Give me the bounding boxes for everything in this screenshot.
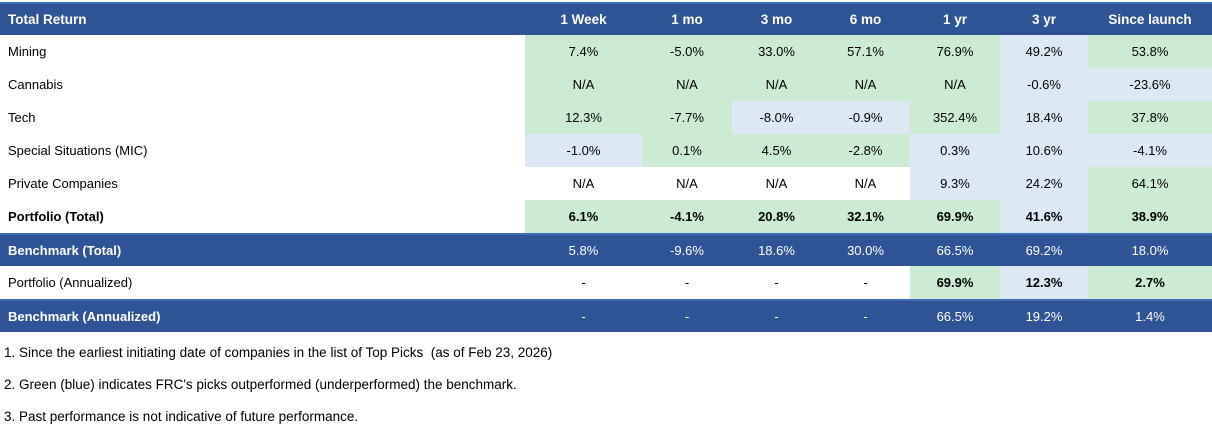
value-cell: 0.3% xyxy=(910,134,1000,167)
table-row: Tech 12.3% -7.7% -8.0% -0.9% 352.4% 18.4% 37.8% xyxy=(0,101,1212,134)
value-cell: 49.2% xyxy=(1000,35,1088,68)
row-label: Portfolio (Annualized) xyxy=(8,275,133,290)
column-header-1mo: 1 mo xyxy=(671,12,703,27)
value-cell: 69.9% xyxy=(910,200,1000,233)
table-row: Benchmark (Total) 5.8% -9.6% 18.6% 30.0% 66.5… xyxy=(0,233,1212,266)
value-cell: 53.8% xyxy=(1088,35,1212,68)
value-cell: 33.0% xyxy=(732,35,821,68)
table-row: Portfolio (Annualized) - - - - 69.9% 12.3% 2.7% xyxy=(0,266,1212,299)
value-cell: 2.7% xyxy=(1088,266,1212,299)
column-header-1yr: 1 yr xyxy=(942,12,968,27)
value-cell: -4.1% xyxy=(642,200,732,233)
value-cell: 20.8% xyxy=(732,200,821,233)
value-cell: -7.7% xyxy=(642,101,732,134)
value-cell: 352.4% xyxy=(910,101,1000,134)
value-cell: 5.8% xyxy=(568,243,599,258)
value-cell: - xyxy=(581,275,586,290)
column-header-since-launch: Since launch xyxy=(1108,12,1192,27)
row-label: Benchmark (Total) xyxy=(8,243,122,258)
value-cell: 12.3% xyxy=(1000,266,1088,299)
column-header-3yr: 3 yr xyxy=(1031,12,1057,27)
footnote-1: 1. Since the earliest initiating date of… xyxy=(4,345,553,360)
value-cell: 57.1% xyxy=(821,35,910,68)
value-cell: 69.9% xyxy=(910,266,1000,299)
value-cell: - xyxy=(684,309,690,324)
row-label: Private Companies xyxy=(8,176,118,191)
value-cell: - xyxy=(684,275,690,290)
value-cell: 7.4% xyxy=(525,35,642,68)
value-cell: 76.9% xyxy=(910,35,1000,68)
table-row: Mining 7.4% -5.0% 33.0% 57.1% 76.9% 49.2% 53.8% xyxy=(0,35,1212,68)
value-cell: 32.1% xyxy=(821,200,910,233)
value-cell: 1.4% xyxy=(1135,309,1165,324)
value-cell: N/A xyxy=(910,68,1000,101)
value-cell: 38.9% xyxy=(1088,200,1212,233)
row-label: Special Situations (MIC) xyxy=(8,143,148,158)
table-header-row: Total Return 1 Week 1 mo 3 mo 6 mo 1 yr … xyxy=(0,2,1212,35)
value-cell: 18.4% xyxy=(1000,101,1088,134)
value-cell: N/A xyxy=(854,176,877,191)
row-label: Mining xyxy=(8,44,47,59)
value-cell: N/A xyxy=(642,68,732,101)
value-cell: 4.5% xyxy=(732,134,821,167)
table-title: Total Return xyxy=(8,12,87,27)
value-cell: N/A xyxy=(525,68,642,101)
footnotes: 1. Since the earliest initiating date of… xyxy=(0,345,1212,424)
table-row: Portfolio (Total) 6.1% -4.1% 20.8% 32.1% 69.9… xyxy=(0,200,1212,233)
value-cell: 66.5% xyxy=(936,243,974,258)
value-cell: 6.1% xyxy=(525,200,642,233)
value-cell: -8.0% xyxy=(732,101,821,134)
value-cell: 18.0% xyxy=(1131,243,1169,258)
table-body: Mining 7.4% -5.0% 33.0% 57.1% 76.9% 49.2% 53.8%… xyxy=(0,35,1212,332)
value-cell: N/A xyxy=(821,68,910,101)
value-cell: -0.9% xyxy=(821,101,910,134)
value-cell: -4.1% xyxy=(1088,134,1212,167)
value-cell: 24.2% xyxy=(1000,167,1088,200)
value-cell: N/A xyxy=(765,176,788,191)
value-cell: N/A xyxy=(676,176,698,191)
row-label: Portfolio (Total) xyxy=(8,209,104,224)
row-label: Benchmark (Annualized) xyxy=(8,309,161,324)
value-cell: 69.2% xyxy=(1025,243,1063,258)
table-row: Special Situations (MIC) -1.0% 0.1% 4.5% -2.… xyxy=(0,134,1212,167)
value-cell: 18.6% xyxy=(758,243,795,258)
footnote-2: 2. Green (blue) indicates FRC's picks ou… xyxy=(4,377,517,392)
value-cell: 0.1% xyxy=(642,134,732,167)
value-cell: -0.6% xyxy=(1000,68,1088,101)
value-cell: 30.0% xyxy=(847,243,884,258)
value-cell: -2.8% xyxy=(821,134,910,167)
value-cell: 64.1% xyxy=(1088,167,1212,200)
value-cell: - xyxy=(774,309,779,324)
value-cell: 9.3% xyxy=(910,167,1000,200)
value-cell: - xyxy=(863,309,868,324)
value-cell: - xyxy=(581,309,586,324)
table-row: Private Companies N/A N/A N/A N/A 9.3% 24.2% 64… xyxy=(0,167,1212,200)
value-cell: -1.0% xyxy=(525,134,642,167)
value-cell: -23.6% xyxy=(1088,68,1212,101)
column-header-1week: 1 Week xyxy=(560,12,607,27)
value-cell: 41.6% xyxy=(1000,200,1088,233)
value-cell: - xyxy=(774,275,779,290)
value-cell: 66.5% xyxy=(936,309,974,324)
total-return-table: Total Return 1 Week 1 mo 3 mo 6 mo 1 yr … xyxy=(0,2,1212,332)
value-cell: 10.6% xyxy=(1000,134,1088,167)
row-label: Tech xyxy=(8,110,36,125)
column-header-6mo: 6 mo xyxy=(849,12,882,27)
value-cell: -9.6% xyxy=(670,243,704,258)
value-cell: N/A xyxy=(732,68,821,101)
table-row: Cannabis N/A N/A N/A N/A N/A -0.6% -23.6% xyxy=(0,68,1212,101)
value-cell: -5.0% xyxy=(642,35,732,68)
row-label: Cannabis xyxy=(8,77,63,92)
value-cell: 37.8% xyxy=(1088,101,1212,134)
value-cell: N/A xyxy=(572,176,595,191)
column-header-3mo: 3 mo xyxy=(760,12,793,27)
value-cell: 19.2% xyxy=(1025,309,1063,324)
value-cell: 12.3% xyxy=(525,101,642,134)
footnote-3: 3. Past performance is not indicative of… xyxy=(4,409,359,424)
value-cell: - xyxy=(863,275,868,290)
table-row: Benchmark (Annualized) - - - - 66.5% 19.2% 1.4% xyxy=(0,299,1212,332)
